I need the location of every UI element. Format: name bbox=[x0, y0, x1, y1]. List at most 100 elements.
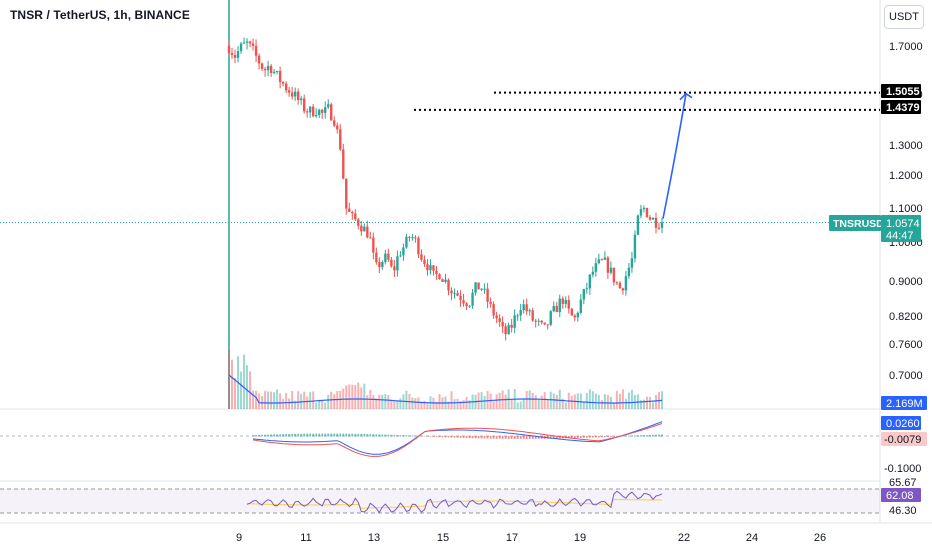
macd-histogram-bar bbox=[393, 434, 396, 437]
rsi-tick-label: 65.67 bbox=[889, 477, 917, 489]
macd-histogram-bar bbox=[342, 433, 345, 437]
candle-body bbox=[459, 295, 462, 301]
macd-histogram-bar bbox=[336, 433, 339, 437]
macd-histogram-bar bbox=[591, 436, 594, 438]
currency-button[interactable]: USDT bbox=[884, 5, 924, 29]
candle-body bbox=[257, 55, 261, 64]
price-tick-label: 1.7000 bbox=[889, 41, 923, 53]
time-tick-label: 9 bbox=[236, 532, 242, 544]
macd-histogram-bar bbox=[558, 436, 561, 439]
volume-bar bbox=[480, 392, 483, 409]
volume-bar bbox=[483, 396, 486, 409]
candle-body bbox=[516, 315, 519, 317]
macd-histogram-bar bbox=[573, 436, 576, 439]
macd-line bbox=[253, 421, 663, 455]
macd-histogram-bar bbox=[252, 435, 254, 437]
candle-body bbox=[615, 282, 619, 284]
macd-histogram-bar bbox=[643, 435, 645, 437]
candle-body bbox=[311, 106, 315, 117]
level-label: 1.5055 bbox=[886, 86, 920, 98]
time-tick-label: 11 bbox=[300, 532, 311, 544]
candle-body bbox=[645, 207, 649, 218]
volume-bar bbox=[318, 399, 321, 409]
macd-histogram-bar bbox=[501, 436, 504, 439]
candle-body bbox=[564, 299, 567, 304]
candle-body bbox=[498, 318, 501, 323]
macd-histogram-bar bbox=[402, 435, 405, 437]
price-tick-label: 1.3000 bbox=[889, 140, 923, 152]
candle-body bbox=[333, 120, 336, 126]
macd-histogram-bar bbox=[652, 434, 654, 437]
volume-bar bbox=[279, 393, 282, 409]
candle-body bbox=[266, 65, 270, 71]
macd-histogram-bar bbox=[594, 436, 597, 438]
volume-bar bbox=[522, 398, 525, 409]
rsi-band bbox=[0, 489, 880, 513]
projection-arrow[interactable] bbox=[662, 93, 687, 219]
volume-bar bbox=[585, 393, 588, 409]
macd-histogram-bar bbox=[369, 434, 372, 437]
candle-body bbox=[284, 83, 288, 91]
candle-body bbox=[582, 289, 586, 300]
macd-histogram-bar bbox=[438, 436, 441, 438]
macd-histogram-bar bbox=[555, 436, 558, 439]
macd-histogram-bar bbox=[321, 433, 324, 437]
volume-bar bbox=[591, 391, 594, 409]
candle-body bbox=[570, 308, 573, 316]
candle-body bbox=[567, 299, 570, 309]
volume-bar bbox=[321, 400, 324, 409]
candle-body bbox=[254, 45, 258, 56]
last-price-label: 1.0574 bbox=[886, 218, 920, 230]
volume-bar bbox=[396, 401, 399, 409]
candle-body bbox=[576, 312, 580, 318]
time-axis: 9 11 13 15 17 19 22 24 26 bbox=[236, 532, 826, 544]
macd-histogram-bar bbox=[471, 436, 474, 439]
candle-body bbox=[420, 254, 423, 260]
candle-body bbox=[636, 215, 640, 235]
candle-body bbox=[432, 265, 435, 271]
candle-body bbox=[546, 324, 549, 326]
volume-bar bbox=[537, 399, 540, 409]
candle-body bbox=[447, 279, 450, 291]
macd-histogram-bar bbox=[549, 436, 552, 439]
candle-body bbox=[492, 303, 495, 316]
macd-histogram-bar bbox=[600, 436, 603, 438]
volume-bar bbox=[234, 378, 237, 409]
volume-bar bbox=[438, 394, 441, 409]
candle-body bbox=[504, 326, 507, 335]
candle-body bbox=[477, 282, 480, 290]
macd-histogram-bar bbox=[345, 433, 348, 437]
candle-body bbox=[342, 149, 345, 179]
macd-histogram-bar bbox=[640, 435, 642, 437]
candle-body bbox=[354, 213, 357, 220]
macd-histogram-bar bbox=[357, 433, 360, 437]
candle-body bbox=[414, 237, 417, 239]
macd-histogram-bar bbox=[300, 433, 303, 437]
volume-bar bbox=[324, 402, 327, 409]
candle-body bbox=[555, 305, 558, 313]
volume-bar bbox=[627, 392, 630, 409]
time-tick-label: 13 bbox=[368, 532, 380, 544]
volume-bar bbox=[426, 402, 429, 409]
volume-bar bbox=[555, 394, 558, 409]
candle-body bbox=[561, 298, 564, 304]
candle-body bbox=[399, 255, 402, 257]
candle-body bbox=[336, 125, 339, 130]
candle-body bbox=[429, 265, 432, 271]
price-tick-label: 0.7600 bbox=[889, 339, 923, 351]
volume-bar bbox=[618, 393, 621, 409]
candle-body bbox=[489, 301, 492, 304]
candle-body bbox=[456, 293, 459, 296]
macd-histogram-bar bbox=[628, 435, 630, 437]
macd-histogram-bar bbox=[655, 434, 657, 437]
candle-body bbox=[272, 71, 276, 74]
volume-bar bbox=[312, 391, 315, 409]
macd-histogram-bar bbox=[537, 436, 540, 439]
macd-histogram-bar bbox=[477, 436, 480, 439]
macd-label: 0.0260 bbox=[886, 418, 920, 430]
volume-bar bbox=[600, 399, 603, 409]
macd-histogram-bar bbox=[525, 436, 528, 439]
volume-bar bbox=[606, 395, 609, 409]
macd-histogram-bar bbox=[327, 433, 330, 437]
